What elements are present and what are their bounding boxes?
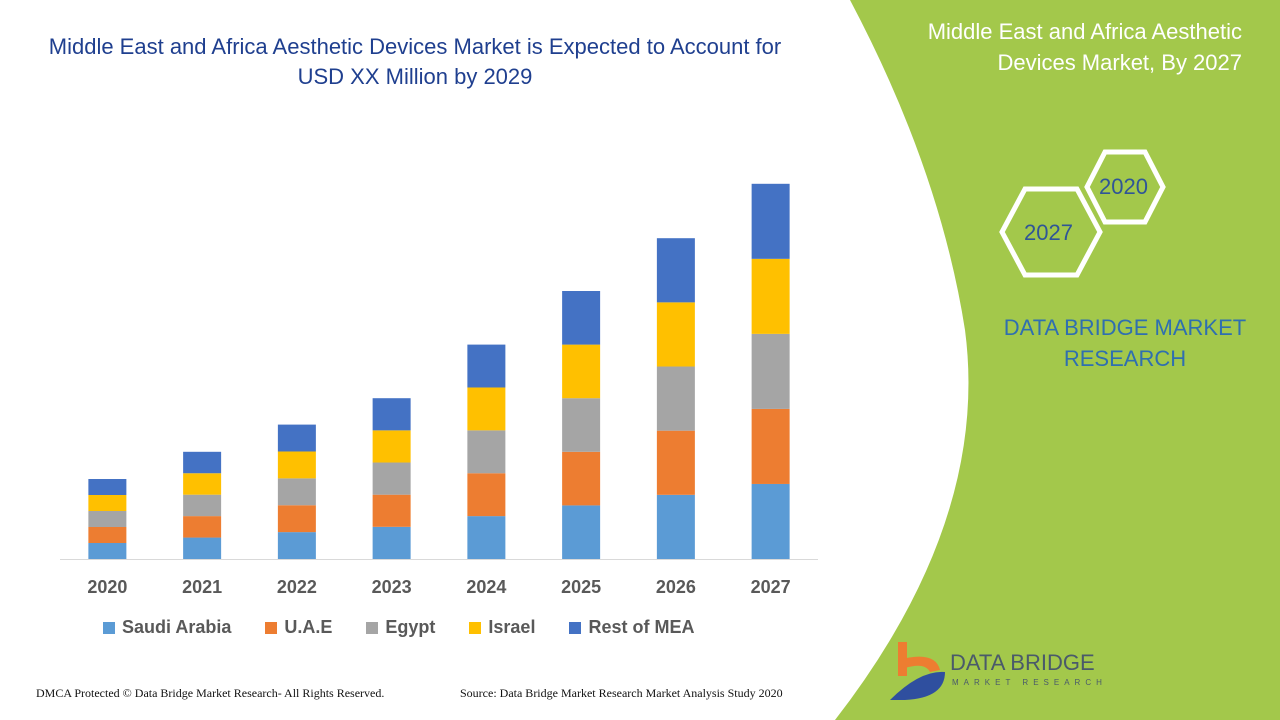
hexagon-2027 bbox=[999, 186, 1103, 278]
legend-label: Israel bbox=[488, 617, 536, 637]
bar-segment-u-a-e-2025 bbox=[562, 451, 601, 506]
bar-segment-israel-2020 bbox=[88, 495, 127, 511]
bar-segment-saudi-arabia-2020 bbox=[88, 543, 127, 559]
green-side-panel bbox=[835, 0, 1280, 720]
legend-swatch bbox=[469, 621, 482, 634]
bar-segment-u-a-e-2027 bbox=[751, 408, 790, 484]
x-tick-label: 2027 bbox=[751, 577, 791, 597]
x-tick-label: 2025 bbox=[561, 577, 601, 597]
bar-segment-israel-2027 bbox=[751, 258, 790, 334]
legend-swatch bbox=[103, 621, 115, 634]
x-tick-label: 2021 bbox=[182, 577, 222, 597]
footer-source: Source: Data Bridge Market Research Mark… bbox=[460, 686, 783, 700]
bar-segment-israel-2021 bbox=[183, 473, 222, 495]
bar-segment-u-a-e-2026 bbox=[656, 430, 695, 495]
bar-segment-saudi-arabia-2023 bbox=[372, 526, 411, 559]
bar-segment-u-a-e-2021 bbox=[183, 516, 222, 538]
legend-item: U.A.E bbox=[265, 617, 332, 638]
bar-segment-rest-of-mea-2020 bbox=[88, 479, 127, 495]
chart-legend: Saudi Arabia U.A.E Egypt Israel Rest of … bbox=[103, 617, 728, 638]
legend-swatch bbox=[366, 621, 379, 634]
legend-swatch bbox=[569, 621, 582, 634]
hexagon-label-2020: 2020 bbox=[1099, 174, 1148, 199]
legend-item: Rest of MEA bbox=[569, 617, 694, 638]
legend-item: Saudi Arabia bbox=[103, 617, 231, 638]
hexagon-label-2027: 2027 bbox=[1024, 220, 1073, 245]
bar-segment-u-a-e-2022 bbox=[277, 505, 316, 533]
bar-segment-egypt-2022 bbox=[277, 478, 316, 506]
side-title: Middle East and Africa Aesthetic Devices… bbox=[927, 19, 1242, 75]
bar-segment-saudi-arabia-2022 bbox=[277, 532, 316, 559]
bar-segment-saudi-arabia-2026 bbox=[656, 494, 695, 559]
legend-label: U.A.E bbox=[284, 617, 333, 637]
bar-segment-egypt-2025 bbox=[562, 398, 601, 452]
x-tick-label: 2024 bbox=[466, 577, 506, 597]
bar-segment-israel-2024 bbox=[467, 387, 506, 431]
legend-item: Israel bbox=[469, 617, 535, 638]
x-tick-label: 2020 bbox=[87, 577, 127, 597]
x-tick-label: 2026 bbox=[656, 577, 696, 597]
brand-text: DATA BRIDGE MARKET RESEARCH bbox=[1003, 315, 1247, 371]
bar-segment-israel-2022 bbox=[277, 451, 316, 479]
bar-segment-egypt-2020 bbox=[88, 511, 127, 527]
logo-subtitle: MARKET RESEARCH bbox=[952, 678, 1107, 687]
legend-label: Rest of MEA bbox=[588, 617, 695, 637]
bar-segment-rest-of-mea-2024 bbox=[467, 344, 506, 388]
bar-segment-saudi-arabia-2027 bbox=[751, 483, 790, 559]
logo-mark bbox=[890, 642, 945, 700]
bar-segment-saudi-arabia-2024 bbox=[467, 516, 506, 559]
bar-segment-rest-of-mea-2023 bbox=[372, 398, 411, 431]
bar-segment-egypt-2026 bbox=[656, 366, 695, 431]
bar-segment-israel-2026 bbox=[656, 302, 695, 367]
legend-label: Egypt bbox=[385, 617, 436, 637]
bar-segment-egypt-2027 bbox=[751, 333, 790, 409]
x-tick-label: 2022 bbox=[277, 577, 317, 597]
bar-segment-u-a-e-2024 bbox=[467, 473, 506, 517]
bar-segment-egypt-2023 bbox=[372, 462, 411, 495]
bar-segment-saudi-arabia-2021 bbox=[183, 537, 222, 559]
logo-name: DATA BRIDGE bbox=[950, 650, 1095, 675]
bar-segment-egypt-2024 bbox=[467, 430, 506, 474]
legend-swatch bbox=[265, 621, 278, 634]
footer-copyright: DMCA Protected © Data Bridge Market Rese… bbox=[36, 686, 385, 700]
bar-segment-rest-of-mea-2025 bbox=[562, 291, 601, 345]
bar-segment-u-a-e-2023 bbox=[372, 494, 411, 527]
legend-label: Saudi Arabia bbox=[122, 617, 232, 637]
page-title: Middle East and Africa Aesthetic Devices… bbox=[48, 34, 782, 89]
bar-segment-rest-of-mea-2022 bbox=[277, 424, 316, 452]
bar-segment-israel-2023 bbox=[372, 430, 411, 463]
bar-segment-egypt-2021 bbox=[183, 494, 222, 517]
bar-segment-saudi-arabia-2025 bbox=[562, 505, 601, 559]
bar-segment-rest-of-mea-2027 bbox=[751, 183, 790, 259]
bar-segment-u-a-e-2020 bbox=[88, 527, 127, 543]
bar-segment-rest-of-mea-2021 bbox=[183, 451, 222, 474]
legend-item: Egypt bbox=[366, 617, 435, 638]
x-tick-label: 2023 bbox=[372, 577, 412, 597]
stacked-bar-chart: 2020 2021 2022 2023 2024 2025 2026 2027 bbox=[60, 183, 818, 597]
bar-segment-israel-2025 bbox=[562, 344, 601, 399]
bar-segment-rest-of-mea-2026 bbox=[656, 238, 695, 303]
hexagon-2020 bbox=[1084, 149, 1166, 225]
